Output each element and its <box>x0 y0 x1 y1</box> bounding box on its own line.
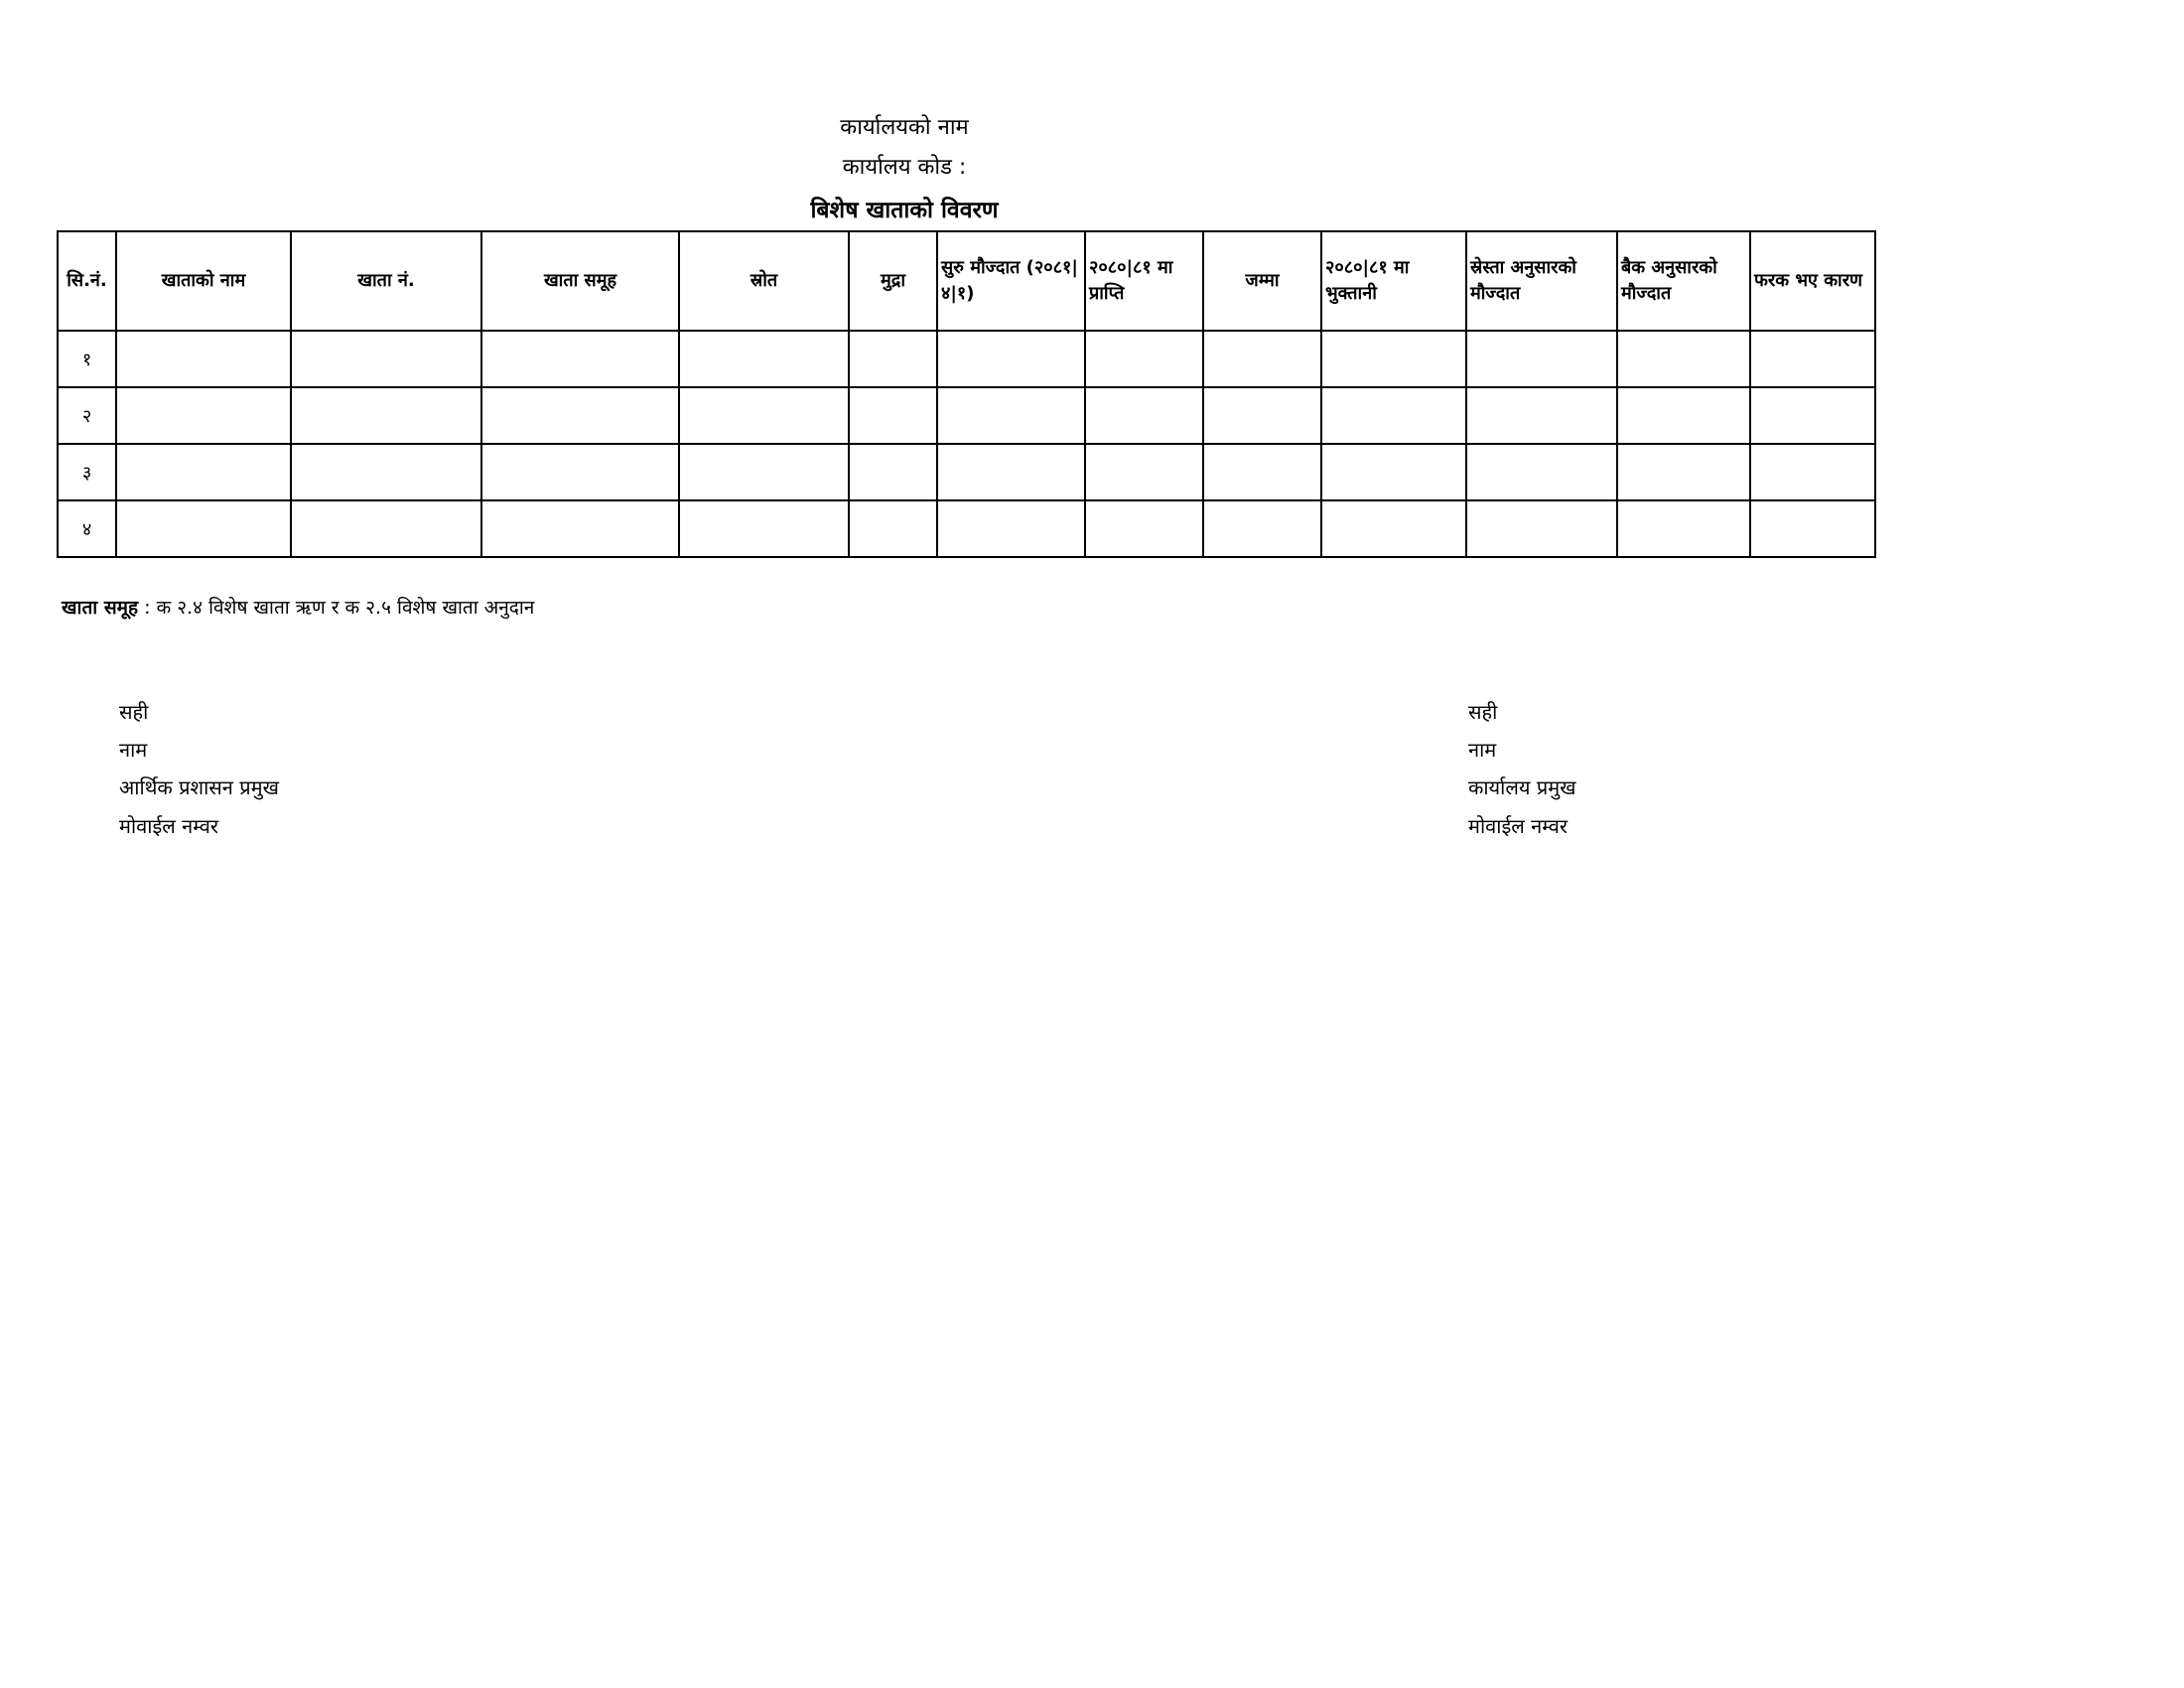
left-name: नाम <box>119 738 148 762</box>
office-name: कार्यालयको नाम <box>840 115 969 140</box>
col-account-group: खाता समूह <box>480 230 680 332</box>
col-ledger-balance: स्रेस्ता अनुसारको मौज्दात <box>1465 230 1618 332</box>
left-mobile: मोवाईल नम्वर <box>119 814 219 838</box>
serial-cell: ३ <box>57 443 117 501</box>
col-account-number: खाता नं. <box>290 230 482 332</box>
page-title: बिशेष खाताको विवरण <box>810 198 999 223</box>
col-opening-balance: सुरु मौज्दात (२०८१|४|१) <box>936 230 1086 332</box>
note-label: खाता समूह <box>62 597 139 619</box>
right-mobile: मोवाईल नम्वर <box>1468 814 1569 838</box>
serial-cell: ४ <box>57 499 117 558</box>
serial-cell: २ <box>57 386 117 445</box>
col-receipts: २०८०|८१ मा प्राप्ति <box>1084 230 1204 332</box>
col-account-name: खाताको नाम <box>115 230 292 332</box>
table-row: २ <box>57 386 1876 445</box>
left-designation: आर्थिक प्रशासन प्रमुख <box>119 775 279 799</box>
col-serial: सि.नं. <box>57 230 117 332</box>
right-designation: कार्यालय प्रमुख <box>1468 775 1576 799</box>
col-total: जम्मा <box>1202 230 1322 332</box>
col-currency: मुद्रा <box>848 230 938 332</box>
note-text: : क २.४ विशेष खाता ऋण र क २.५ विशेष खाता… <box>138 597 535 619</box>
table-header-row: सि.नं. खाताको नाम खाता नं. खाता समूह स्र… <box>57 230 1876 332</box>
office-code: कार्यालय कोड : <box>842 155 967 180</box>
col-bank-balance: बैक अनुसारको मौज्दात <box>1616 230 1751 332</box>
special-account-table: सि.नं. खाताको नाम खाता नं. खाता समूह स्र… <box>57 230 1876 558</box>
table-row: १ <box>57 330 1876 388</box>
table-row: ३ <box>57 443 1876 501</box>
serial-cell: १ <box>57 330 117 388</box>
right-name: नाम <box>1468 738 1497 762</box>
col-source: स्रोत <box>678 230 850 332</box>
right-signature: सही <box>1468 700 1498 724</box>
table-row: ४ <box>57 499 1876 558</box>
col-difference-reason: फरक भए कारण <box>1749 230 1876 332</box>
col-payments: २०८०|८१ मा भुक्तानी <box>1320 230 1467 332</box>
account-group-note: खाता समूह : क २.४ विशेष खाता ऋण र क २.५ … <box>62 594 534 620</box>
left-signature: सही <box>119 700 149 724</box>
